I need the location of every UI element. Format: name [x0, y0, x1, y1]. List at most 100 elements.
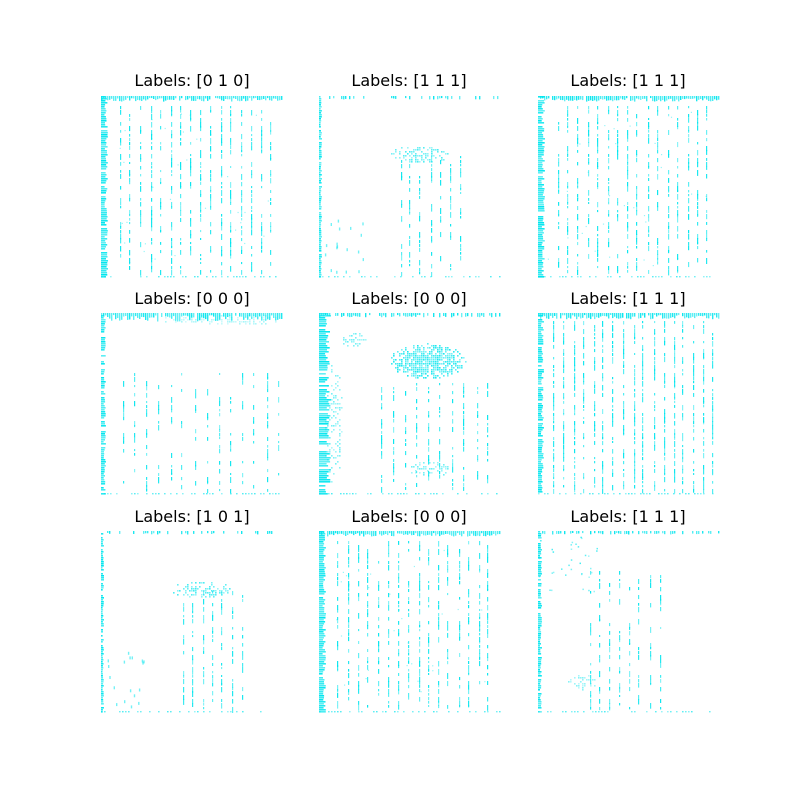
- pixel-mark: [190, 162, 192, 168]
- pixel-mark: [421, 353, 423, 355]
- pixel-mark: [145, 531, 147, 534]
- pixel-mark: [123, 313, 125, 317]
- pixel-mark: [160, 202, 162, 207]
- pixel-mark: [421, 96, 423, 99]
- pixel-mark: [538, 477, 542, 479]
- pixel-mark: [251, 206, 253, 210]
- pixel-mark: [101, 545, 104, 547]
- pixel-mark: [271, 531, 273, 534]
- pixel-mark: [616, 96, 618, 101]
- pixel-mark: [101, 168, 107, 170]
- pixel-mark: [668, 270, 670, 276]
- pixel-mark: [407, 369, 409, 371]
- pixel-mark: [487, 589, 489, 592]
- pixel-mark: [634, 493, 636, 495]
- pixel-mark: [636, 194, 638, 200]
- pixel-mark: [337, 407, 339, 409]
- pixel-mark: [623, 341, 625, 345]
- pixel-mark: [425, 359, 427, 361]
- pixel-mark: [628, 531, 630, 535]
- pixel-mark: [594, 96, 596, 101]
- pixel-mark: [602, 365, 604, 370]
- pixel-mark: [588, 555, 590, 557]
- pixel-mark: [101, 120, 107, 122]
- pixel-mark: [538, 258, 545, 260]
- pixel-mark: [460, 212, 462, 215]
- pixel-mark: [245, 321, 247, 323]
- pixel-mark: [416, 435, 418, 440]
- pixel-mark: [181, 453, 183, 458]
- pixel-mark: [195, 590, 197, 592]
- pixel-mark: [119, 96, 121, 102]
- pixel-mark: [200, 182, 202, 185]
- pixel-mark: [367, 613, 369, 618]
- pixel-mark: [411, 353, 413, 355]
- pixel-mark: [397, 363, 399, 365]
- pixel-mark: [429, 353, 431, 355]
- pixel-mark: [460, 256, 462, 261]
- pixel-mark: [160, 182, 162, 185]
- pixel-mark: [195, 319, 197, 321]
- pixel-mark: [634, 325, 636, 329]
- pixel-mark: [496, 493, 498, 495]
- pixel-mark: [479, 565, 481, 571]
- pixel-mark: [419, 629, 421, 632]
- pixel-mark: [348, 633, 350, 637]
- pixel-mark: [419, 677, 421, 682]
- pixel-mark: [440, 196, 442, 200]
- pixel-mark: [251, 194, 253, 198]
- pixel-mark: [443, 353, 445, 355]
- pixel-mark: [180, 250, 182, 255]
- pixel-mark: [409, 208, 411, 213]
- pixel-mark: [101, 437, 106, 439]
- pixel-mark: [553, 401, 555, 407]
- pixel-mark: [376, 711, 378, 713]
- pixel-mark: [348, 589, 350, 592]
- pixel-mark: [129, 656, 131, 660]
- pixel-mark: [567, 226, 569, 232]
- pixel-mark: [193, 321, 195, 323]
- pixel-mark: [399, 359, 401, 361]
- pixel-mark: [642, 369, 644, 374]
- pixel-mark: [583, 489, 585, 494]
- pixel-mark: [243, 313, 245, 320]
- pixel-mark: [237, 96, 239, 101]
- pixel-mark: [146, 401, 148, 404]
- pixel-mark: [319, 156, 322, 158]
- pixel-mark: [421, 157, 423, 159]
- pixel-mark: [538, 270, 544, 272]
- pixel-mark: [131, 313, 133, 317]
- pixel-mark: [243, 96, 245, 99]
- pixel-mark: [447, 673, 449, 678]
- pixel-mark: [270, 214, 272, 217]
- pixel-mark: [648, 138, 650, 144]
- pixel-mark: [538, 667, 541, 669]
- pixel-mark: [538, 459, 542, 461]
- pixel-mark: [239, 276, 241, 278]
- pixel-mark: [419, 681, 421, 685]
- pixel-mark: [607, 276, 609, 278]
- pixel-mark: [221, 675, 223, 677]
- pixel-mark: [617, 146, 619, 152]
- pixel-mark: [123, 417, 125, 421]
- pixel-mark: [348, 681, 350, 685]
- pixel-mark: [124, 242, 126, 244]
- pixel-mark: [411, 365, 413, 367]
- pixel-mark: [564, 531, 566, 535]
- pixel-mark: [447, 569, 449, 573]
- pixel-mark: [617, 218, 619, 222]
- pixel-mark: [335, 417, 337, 419]
- pixel-mark: [567, 122, 569, 127]
- pixel-mark: [147, 96, 149, 100]
- pixel-mark: [344, 684, 346, 686]
- pixel-mark: [431, 180, 433, 183]
- pixel-mark: [421, 363, 423, 365]
- pixel-mark: [703, 325, 705, 329]
- pixel-mark: [558, 174, 560, 180]
- pixel-mark: [538, 693, 542, 695]
- pixel-mark: [407, 357, 409, 359]
- pixel-mark: [207, 437, 209, 441]
- pixel-mark: [441, 353, 443, 355]
- pixel-mark: [319, 419, 327, 421]
- pixel-mark: [417, 347, 419, 349]
